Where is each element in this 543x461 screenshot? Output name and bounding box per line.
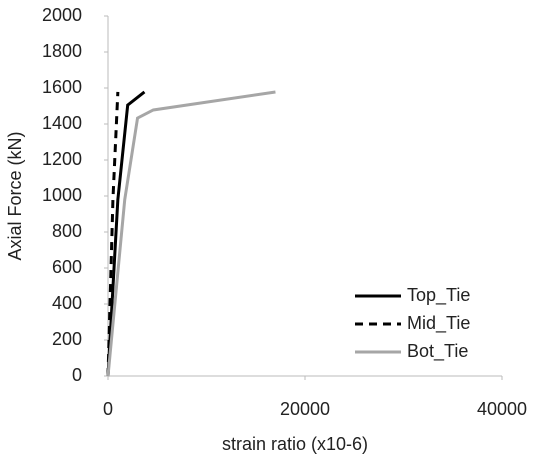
y-tick-label: 200 [52,329,82,349]
x-tick-label: 20000 [280,399,330,419]
y-tick-label: 1200 [42,149,82,169]
line [106,90,146,377]
legend-label: Mid_Tie [407,313,470,334]
y-tick-label: 1800 [42,41,82,61]
line [106,90,276,377]
y-tick-label: 0 [72,365,82,385]
y-tick-label: 2000 [42,5,82,25]
x-axis-label: strain ratio (x10-6) [222,434,368,454]
y-axis-label: Axial Force (kN) [5,131,25,260]
y-tick-label: 1000 [42,185,82,205]
x-tick-label: 0 [103,399,113,419]
y-tick-label: 1400 [42,113,82,133]
y-tick-label: 400 [52,293,82,313]
x-tick-label: 40000 [477,399,527,419]
y-tick-label: 1600 [42,77,82,97]
legend-label: Top_Tie [407,285,470,306]
y-tick-label: 800 [52,221,82,241]
legend-label: Bot_Tie [407,341,468,362]
y-tick-label: 600 [52,257,82,277]
line [106,91,120,377]
